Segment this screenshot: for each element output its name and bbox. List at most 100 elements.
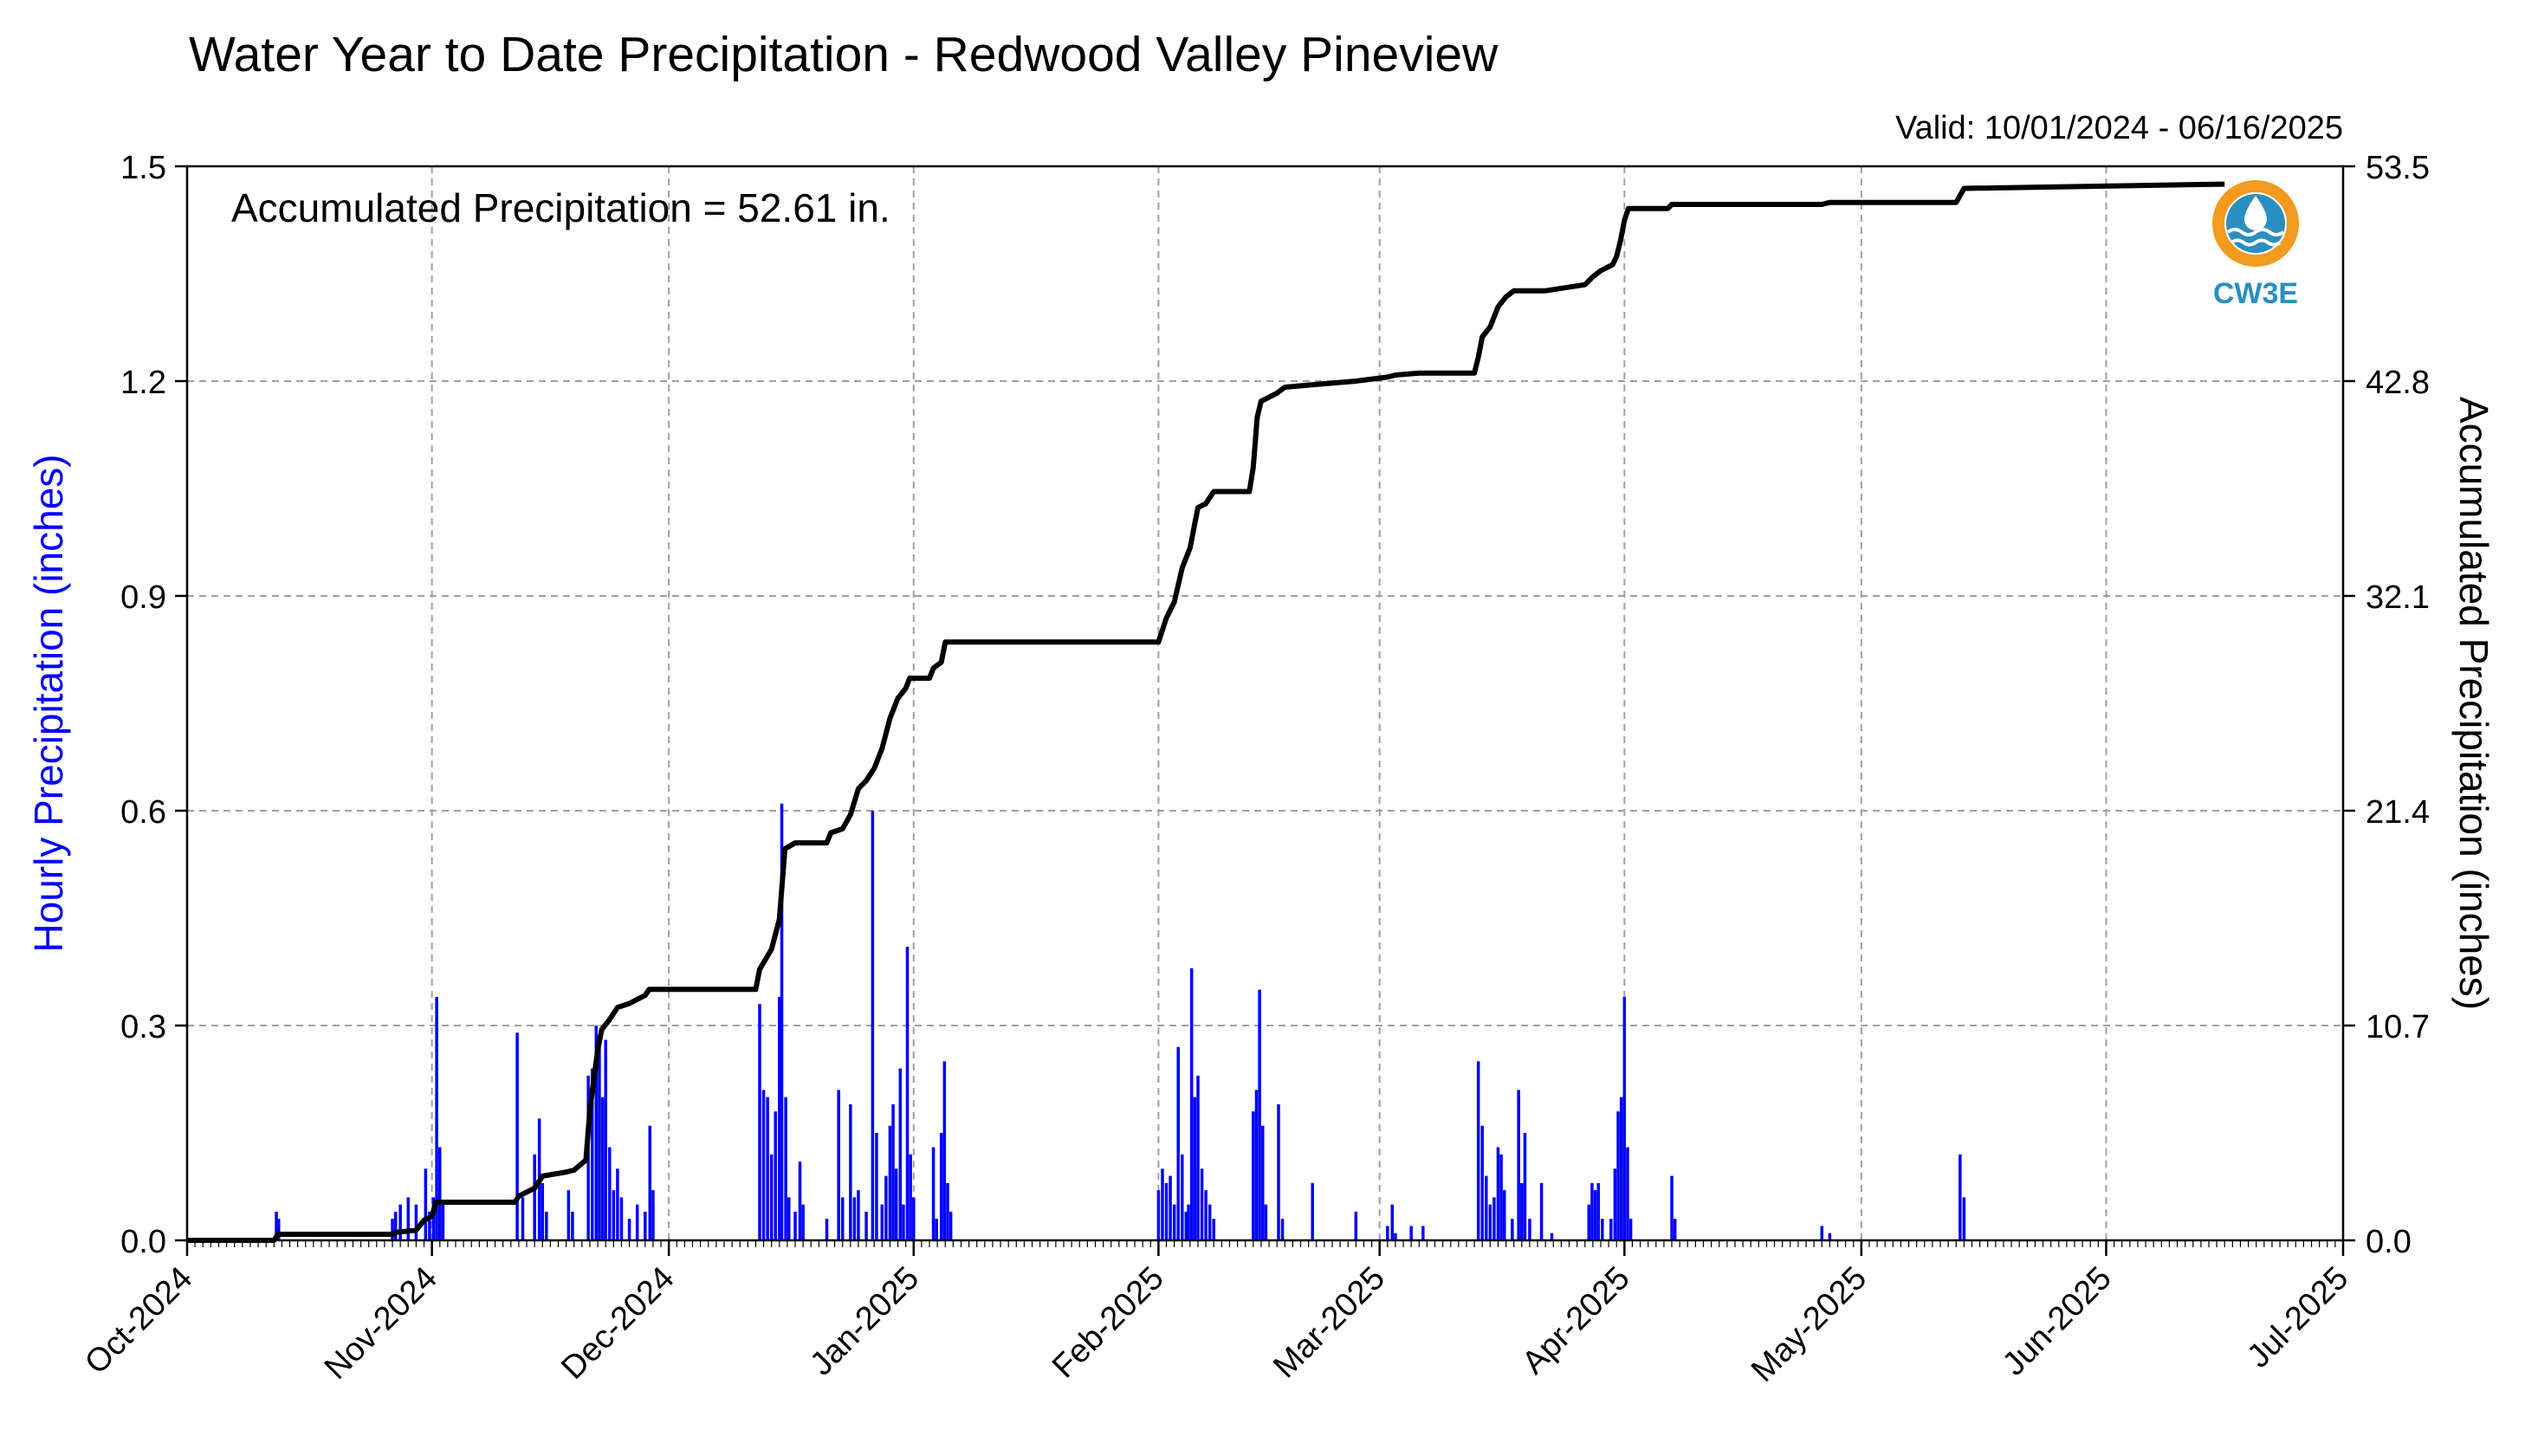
hourly-bar xyxy=(441,1204,445,1240)
y-left-tick-label: 0.3 xyxy=(120,1009,166,1045)
hourly-bar xyxy=(1204,1190,1207,1240)
hourly-bar xyxy=(277,1219,281,1240)
valid-range-text: Valid: 10/01/2024 - 06/16/2025 xyxy=(1895,110,2343,146)
hourly-bar xyxy=(571,1211,574,1240)
hourly-bar xyxy=(398,1204,402,1240)
hourly-bar xyxy=(648,1125,652,1240)
hourly-bar xyxy=(651,1190,655,1240)
hourly-bar xyxy=(1193,1097,1197,1240)
hourly-bar xyxy=(619,1197,624,1240)
hourly-bar xyxy=(798,1162,802,1240)
y-right-tick-label: 32.1 xyxy=(2366,579,2430,616)
y-left-axis-label: Hourly Precipitation (inches) xyxy=(26,454,71,952)
hourly-bar xyxy=(935,1219,938,1240)
hourly-bar xyxy=(406,1197,411,1240)
y-right-tick-label: 0.0 xyxy=(2366,1224,2412,1260)
hourly-bar xyxy=(849,1103,852,1240)
hourly-bar xyxy=(1601,1219,1604,1240)
hourly-bar xyxy=(1164,1182,1169,1240)
hourly-bar xyxy=(1187,1204,1190,1240)
hourly-bar xyxy=(1619,1097,1623,1240)
hourly-bar xyxy=(852,1197,857,1240)
hourly-bar xyxy=(1184,1211,1188,1240)
hourly-bar xyxy=(1622,996,1627,1240)
hourly-bar xyxy=(533,1154,536,1240)
hourly-bar xyxy=(1670,1175,1674,1240)
hourly-bar xyxy=(1207,1204,1212,1240)
hourly-bar xyxy=(875,1133,878,1240)
hourly-bar xyxy=(567,1190,571,1240)
hourly-bar xyxy=(1626,1147,1629,1240)
hourly-bar xyxy=(1616,1111,1620,1240)
hourly-bar xyxy=(1181,1154,1184,1240)
hourly-bar xyxy=(1520,1182,1524,1240)
hourly-bar xyxy=(1593,1190,1597,1240)
hourly-bar xyxy=(778,996,781,1240)
hourly-bar xyxy=(1156,1190,1161,1240)
hourly-bar xyxy=(894,1168,898,1240)
hourly-bar xyxy=(1613,1168,1617,1240)
hourly-bar xyxy=(1200,1168,1204,1240)
logo-wave-icon xyxy=(2226,228,2285,236)
hourly-bar xyxy=(627,1219,631,1240)
hourly-bar xyxy=(801,1204,805,1240)
hourly-bar xyxy=(545,1211,548,1240)
hourly-bar xyxy=(616,1168,619,1240)
hourly-bar xyxy=(438,1147,442,1240)
hourly-bar xyxy=(1277,1103,1280,1240)
hourly-bar xyxy=(1820,1226,1824,1240)
hourly-bar xyxy=(793,1211,797,1240)
hourly-bar xyxy=(608,1147,612,1240)
y-left-tick-label: 0.9 xyxy=(120,579,166,616)
hourly-bar xyxy=(1488,1204,1492,1240)
y-left-tick-label: 0.6 xyxy=(120,794,166,831)
hourly-bar xyxy=(939,1133,943,1240)
hourly-bar xyxy=(424,1168,428,1240)
hourly-bar xyxy=(594,1026,599,1240)
y-left-tick-label: 0.0 xyxy=(120,1224,166,1260)
hourly-bar xyxy=(780,803,784,1240)
hourly-bar xyxy=(414,1204,418,1240)
hourly-bar xyxy=(931,1147,936,1240)
hourly-bar xyxy=(825,1219,829,1240)
y-right-tick-label: 10.7 xyxy=(2366,1009,2430,1045)
hourly-bar xyxy=(1596,1182,1600,1240)
hourly-bar xyxy=(1476,1061,1480,1240)
hourly-bar xyxy=(1628,1219,1633,1240)
hourly-bar xyxy=(515,1032,519,1240)
hourly-bar xyxy=(1169,1175,1172,1240)
hourly-bar xyxy=(1386,1226,1389,1240)
hourly-bar xyxy=(784,1097,787,1240)
hourly-bar xyxy=(521,1197,525,1240)
hourly-bar xyxy=(590,1068,594,1240)
hourly-bar xyxy=(644,1211,647,1240)
hourly-bar xyxy=(1499,1154,1503,1240)
hourly-bar xyxy=(393,1211,398,1240)
hourly-bar xyxy=(1828,1233,1832,1240)
y-right-tick-label: 21.4 xyxy=(2366,794,2430,831)
hourly-bar xyxy=(1254,1090,1259,1240)
hourly-bar xyxy=(1172,1204,1176,1240)
hourly-bar xyxy=(1539,1182,1544,1240)
accumulated-line xyxy=(187,181,2225,1243)
logo-wave2-icon xyxy=(2230,238,2282,247)
hourly-bar xyxy=(1550,1233,1554,1240)
hourly-bar xyxy=(604,1039,607,1240)
hourly-bar xyxy=(946,1182,949,1240)
hourly-bar xyxy=(1390,1204,1395,1240)
hourly-bar xyxy=(1311,1182,1314,1240)
hourly-bar xyxy=(275,1211,278,1240)
hourly-bar xyxy=(600,1097,605,1240)
hourly-bar xyxy=(840,1197,845,1240)
hourly-bar xyxy=(391,1219,394,1240)
hourly-bar xyxy=(898,1068,903,1240)
hourly-bar xyxy=(905,947,910,1240)
hourly-bar xyxy=(435,996,438,1240)
hourly-bar xyxy=(1176,1046,1180,1240)
logo-drop-icon xyxy=(2244,196,2267,230)
hourly-bar xyxy=(428,1211,431,1240)
hourly-bar xyxy=(1480,1125,1484,1240)
hourly-bar xyxy=(837,1090,840,1240)
hourly-bar xyxy=(635,1204,639,1240)
